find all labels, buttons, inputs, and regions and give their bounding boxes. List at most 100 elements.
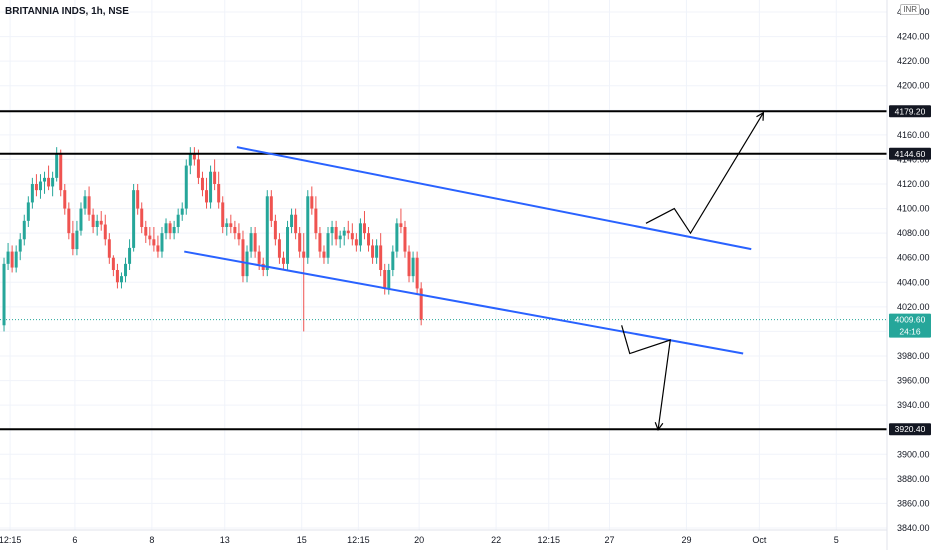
bullish-path-arrowhead	[756, 111, 765, 121]
price-tick-label: 3900.00	[897, 449, 930, 459]
candle-body	[111, 257, 115, 270]
price-tick-label: 4200.00	[897, 81, 930, 91]
candle-body	[367, 233, 371, 246]
candle-body	[26, 202, 30, 221]
level-price-badge	[889, 423, 931, 436]
candle-body	[257, 251, 261, 264]
time-tick-label: 13	[220, 535, 230, 545]
candle-body	[338, 235, 342, 240]
candle-body	[362, 223, 366, 234]
candle-body	[172, 227, 176, 234]
candle-body	[415, 257, 419, 289]
candle-body	[375, 245, 379, 258]
price-tick-label: 4060.00	[897, 253, 930, 263]
plot-background	[0, 0, 887, 530]
candle-body	[229, 223, 233, 227]
candle-body	[310, 196, 314, 209]
candle-body	[298, 233, 302, 252]
candle-body	[407, 251, 411, 277]
price-tick-label: 4100.00	[897, 204, 930, 214]
candle-body	[34, 184, 38, 191]
candle-body	[71, 233, 75, 250]
candle-body	[119, 276, 123, 283]
candle-body	[22, 220, 26, 240]
projection-arrows[interactable]	[621, 111, 765, 431]
candle-body	[176, 214, 180, 227]
candle-body	[51, 177, 55, 187]
candle-body	[136, 190, 140, 209]
candle-body	[91, 214, 95, 227]
candle-body	[322, 251, 326, 258]
candle-body	[269, 196, 273, 221]
time-tick-label: 22	[491, 535, 501, 545]
time-tick-label: 29	[681, 535, 691, 545]
time-tick-label: Oct	[752, 535, 767, 545]
candle-body	[209, 171, 213, 203]
candle-body	[306, 196, 310, 258]
candle-body	[184, 165, 188, 209]
candle-body	[95, 220, 99, 227]
time-tick-label: 12:15	[537, 535, 560, 545]
candle-body	[55, 153, 59, 178]
time-tick-label: 12:15	[347, 535, 370, 545]
time-axis[interactable]: 12:15 6 8 13 15 12:15 20 22 12:15 27 29 Oct 5	[0, 535, 839, 545]
candle-body	[403, 227, 407, 252]
candle-body	[152, 239, 156, 246]
candle-body	[286, 227, 290, 264]
candle-body	[277, 239, 281, 258]
candle-body	[59, 153, 63, 191]
price-tick-label: 3880.00	[897, 474, 930, 484]
candle-body	[196, 159, 200, 178]
price-tick-label: 3860.00	[897, 498, 930, 508]
candle-body	[249, 233, 253, 252]
price-tick-label: 4040.00	[897, 277, 930, 287]
time-tick-label: 15	[297, 535, 307, 545]
time-tick-label: 5	[834, 535, 839, 545]
candlestick-series[interactable]	[0, 147, 887, 332]
candle-body	[399, 223, 403, 227]
last-price-badge-label: 4009.60	[895, 315, 926, 325]
candle-body	[273, 220, 277, 240]
candle-body	[6, 251, 10, 264]
candle-body	[391, 251, 395, 270]
price-tick-label: 4120.00	[897, 179, 930, 189]
channel-line-lower	[184, 250, 744, 355]
candle-body	[387, 270, 391, 289]
candle-body	[290, 214, 294, 227]
candle-body	[334, 227, 338, 240]
candle-body	[87, 196, 91, 215]
candle-body	[241, 239, 245, 277]
candle-body	[346, 230, 350, 234]
candle-body	[265, 196, 269, 270]
candle-body	[302, 251, 306, 258]
candle-body	[144, 227, 148, 236]
candle-body	[253, 233, 257, 252]
candle-body	[47, 177, 51, 187]
channel-line-upper	[236, 146, 752, 251]
price-tick-label: 3940.00	[897, 400, 930, 410]
price-axis[interactable]: 4260.004240.004220.004200.004180.004160.…	[897, 7, 930, 533]
last-price-countdown: 24:16	[899, 327, 921, 337]
price-tick-label: 3960.00	[897, 376, 930, 386]
level-price-badge	[889, 147, 931, 160]
candle-body	[318, 233, 322, 252]
candle-body	[237, 233, 241, 240]
channel-trendlines[interactable]	[184, 146, 752, 355]
candle-body	[67, 208, 71, 234]
candle-body	[225, 223, 229, 227]
candle-body	[221, 202, 225, 227]
bullish-path	[645, 112, 764, 235]
candle-body	[107, 239, 111, 258]
currency-label[interactable]: INR	[900, 4, 920, 15]
candle-body	[10, 251, 14, 268]
bearish-path-arrowhead	[654, 422, 664, 431]
price-tick-label: 4020.00	[897, 302, 930, 312]
chart-title: BRITANNIA INDS, 1h, NSE	[5, 6, 129, 17]
candle-body	[43, 177, 47, 182]
candle-body	[354, 239, 358, 246]
candle-body	[164, 223, 168, 234]
price-badges: 4179.20 4144.60 3920.40 4009.60 24:16	[889, 105, 931, 436]
candle-body	[188, 153, 192, 166]
last-price-badge	[889, 313, 931, 338]
